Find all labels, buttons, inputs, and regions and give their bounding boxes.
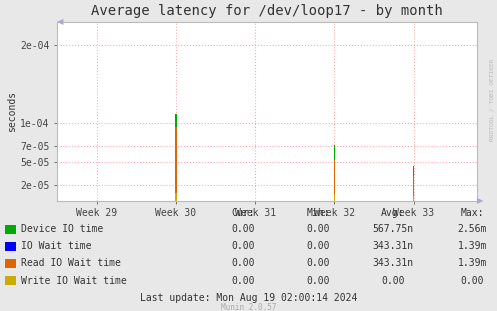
Text: IO Wait time: IO Wait time (21, 241, 91, 251)
Text: 0.00: 0.00 (306, 276, 330, 285)
Text: Read IO Wait time: Read IO Wait time (21, 258, 121, 268)
Text: Last update: Mon Aug 19 02:00:14 2024: Last update: Mon Aug 19 02:00:14 2024 (140, 293, 357, 303)
Text: 567.75n: 567.75n (372, 224, 413, 234)
Text: Max:: Max: (460, 208, 484, 218)
Text: ◀: ◀ (57, 17, 64, 26)
Title: Average latency for /dev/loop17 - by month: Average latency for /dev/loop17 - by mon… (91, 4, 443, 18)
Text: 0.00: 0.00 (232, 276, 255, 285)
Text: 0.00: 0.00 (306, 258, 330, 268)
Text: Min:: Min: (306, 208, 330, 218)
Text: 1.39m: 1.39m (457, 258, 487, 268)
Text: 0.00: 0.00 (306, 241, 330, 251)
Text: Write IO Wait time: Write IO Wait time (21, 276, 127, 285)
Text: 1.39m: 1.39m (457, 241, 487, 251)
Text: 0.00: 0.00 (306, 224, 330, 234)
Text: ▶: ▶ (477, 196, 484, 205)
Text: 343.31n: 343.31n (372, 258, 413, 268)
Text: 343.31n: 343.31n (372, 241, 413, 251)
Text: 0.00: 0.00 (460, 276, 484, 285)
Y-axis label: seconds: seconds (7, 91, 17, 132)
Text: Cur:: Cur: (232, 208, 255, 218)
Text: 0.00: 0.00 (232, 224, 255, 234)
Text: Avg:: Avg: (381, 208, 405, 218)
Text: RRDTOOL / TOBI OETIKER: RRDTOOL / TOBI OETIKER (490, 58, 495, 141)
Text: 0.00: 0.00 (381, 276, 405, 285)
Text: Munin 2.0.57: Munin 2.0.57 (221, 304, 276, 311)
Text: 0.00: 0.00 (232, 241, 255, 251)
Text: 0.00: 0.00 (232, 258, 255, 268)
Text: 2.56m: 2.56m (457, 224, 487, 234)
Text: Device IO time: Device IO time (21, 224, 103, 234)
